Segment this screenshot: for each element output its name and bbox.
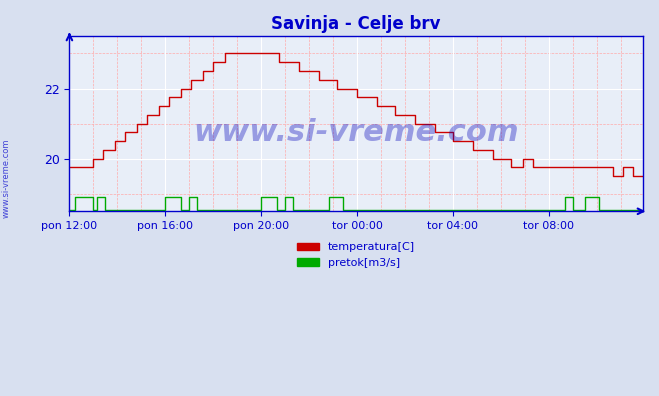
Text: www.si-vreme.com: www.si-vreme.com <box>193 118 519 147</box>
Text: www.si-vreme.com: www.si-vreme.com <box>2 139 11 218</box>
Title: Savinja - Celje brv: Savinja - Celje brv <box>272 15 441 33</box>
Legend: temperatura[C], pretok[m3/s]: temperatura[C], pretok[m3/s] <box>293 238 420 272</box>
